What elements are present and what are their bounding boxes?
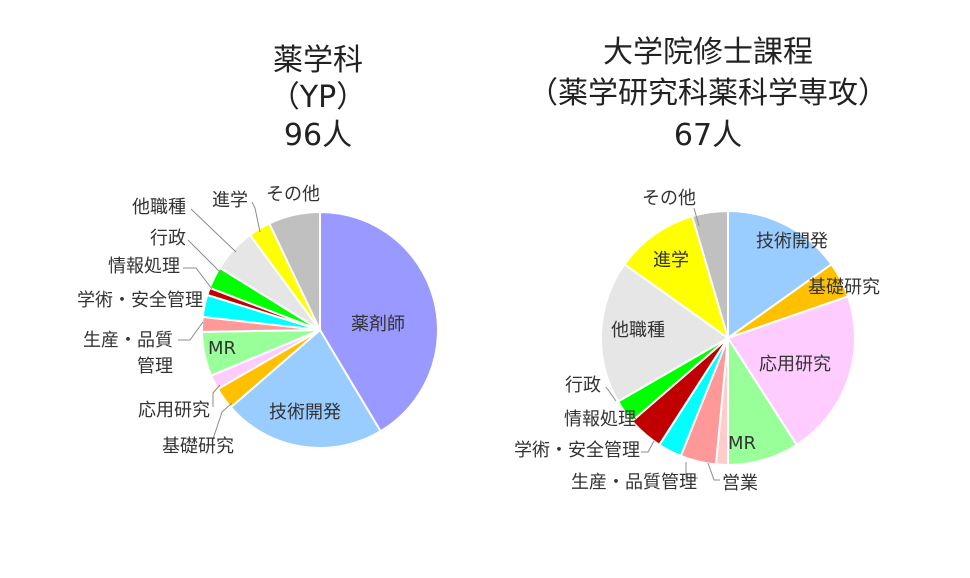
leader-line bbox=[183, 267, 213, 290]
chart-title-line: （薬学研究科薬科学専攻） bbox=[528, 76, 888, 111]
slice-label: 情報処理 bbox=[564, 409, 636, 430]
pie-slice-tech-dev bbox=[727, 209, 833, 340]
slice-label: 応用研究 bbox=[138, 400, 210, 421]
slice-label: 他職種 bbox=[611, 320, 665, 341]
slice-label: 進学 bbox=[653, 250, 689, 271]
leader-line bbox=[211, 402, 233, 443]
chart-title-line: 大学院修士課程 bbox=[603, 35, 813, 70]
slice-label: 基礎研究 bbox=[162, 436, 234, 457]
pie-slice-other bbox=[267, 210, 321, 331]
slice-label: MR bbox=[208, 338, 236, 359]
slice-label: 技術開発 bbox=[756, 231, 828, 252]
pie-slice-further-study bbox=[623, 214, 730, 341]
leader-line bbox=[633, 415, 637, 421]
pie-slice-other-jobs bbox=[600, 262, 730, 403]
leader-line bbox=[190, 208, 237, 253]
chart-title-line: 67人 bbox=[674, 118, 742, 153]
slice-label: 基礎研究 bbox=[808, 277, 880, 298]
slice-label: 薬剤師 bbox=[351, 314, 405, 335]
slice-label: 情報処理 bbox=[108, 256, 180, 277]
leader-line bbox=[251, 201, 261, 233]
slice-label: 技術開発 bbox=[269, 402, 341, 423]
pie-slice-pharmacist bbox=[319, 210, 439, 433]
slice-label: 営業 bbox=[722, 473, 758, 494]
slice-label: MR bbox=[728, 433, 756, 454]
chart-title-line: （YP） bbox=[270, 80, 366, 115]
leader-line bbox=[605, 386, 617, 402]
slice-label: 管理 bbox=[137, 356, 173, 377]
leader-line bbox=[187, 239, 222, 274]
leader-line bbox=[212, 384, 221, 407]
slice-label: 学術・安全管理 bbox=[77, 290, 203, 311]
slice-label: その他 bbox=[266, 184, 320, 205]
slice-label: 他職種 bbox=[132, 197, 186, 218]
chart-title-line: 薬学科 bbox=[273, 43, 363, 78]
slice-label: 生産・品質管理 bbox=[571, 472, 697, 493]
pie-slice-applied-research bbox=[726, 295, 856, 447]
chart-title-line: 96人 bbox=[284, 118, 352, 153]
slice-label: 応用研究 bbox=[759, 354, 831, 375]
leader-line bbox=[707, 462, 720, 481]
leader-line bbox=[178, 321, 204, 341]
slice-label: 生産・品質 bbox=[83, 330, 173, 351]
slice-label: 行政 bbox=[565, 375, 601, 396]
pie-slice-other bbox=[690, 209, 729, 339]
slice-label: 行政 bbox=[150, 228, 186, 249]
leader-line bbox=[685, 462, 698, 479]
slice-label: その他 bbox=[642, 188, 696, 209]
slice-label: 進学 bbox=[212, 190, 248, 211]
pie-slice-tech-dev bbox=[229, 328, 382, 449]
leader-line bbox=[693, 207, 700, 227]
leader-line bbox=[641, 440, 655, 453]
slice-label: 学術・安全管理 bbox=[514, 440, 640, 461]
